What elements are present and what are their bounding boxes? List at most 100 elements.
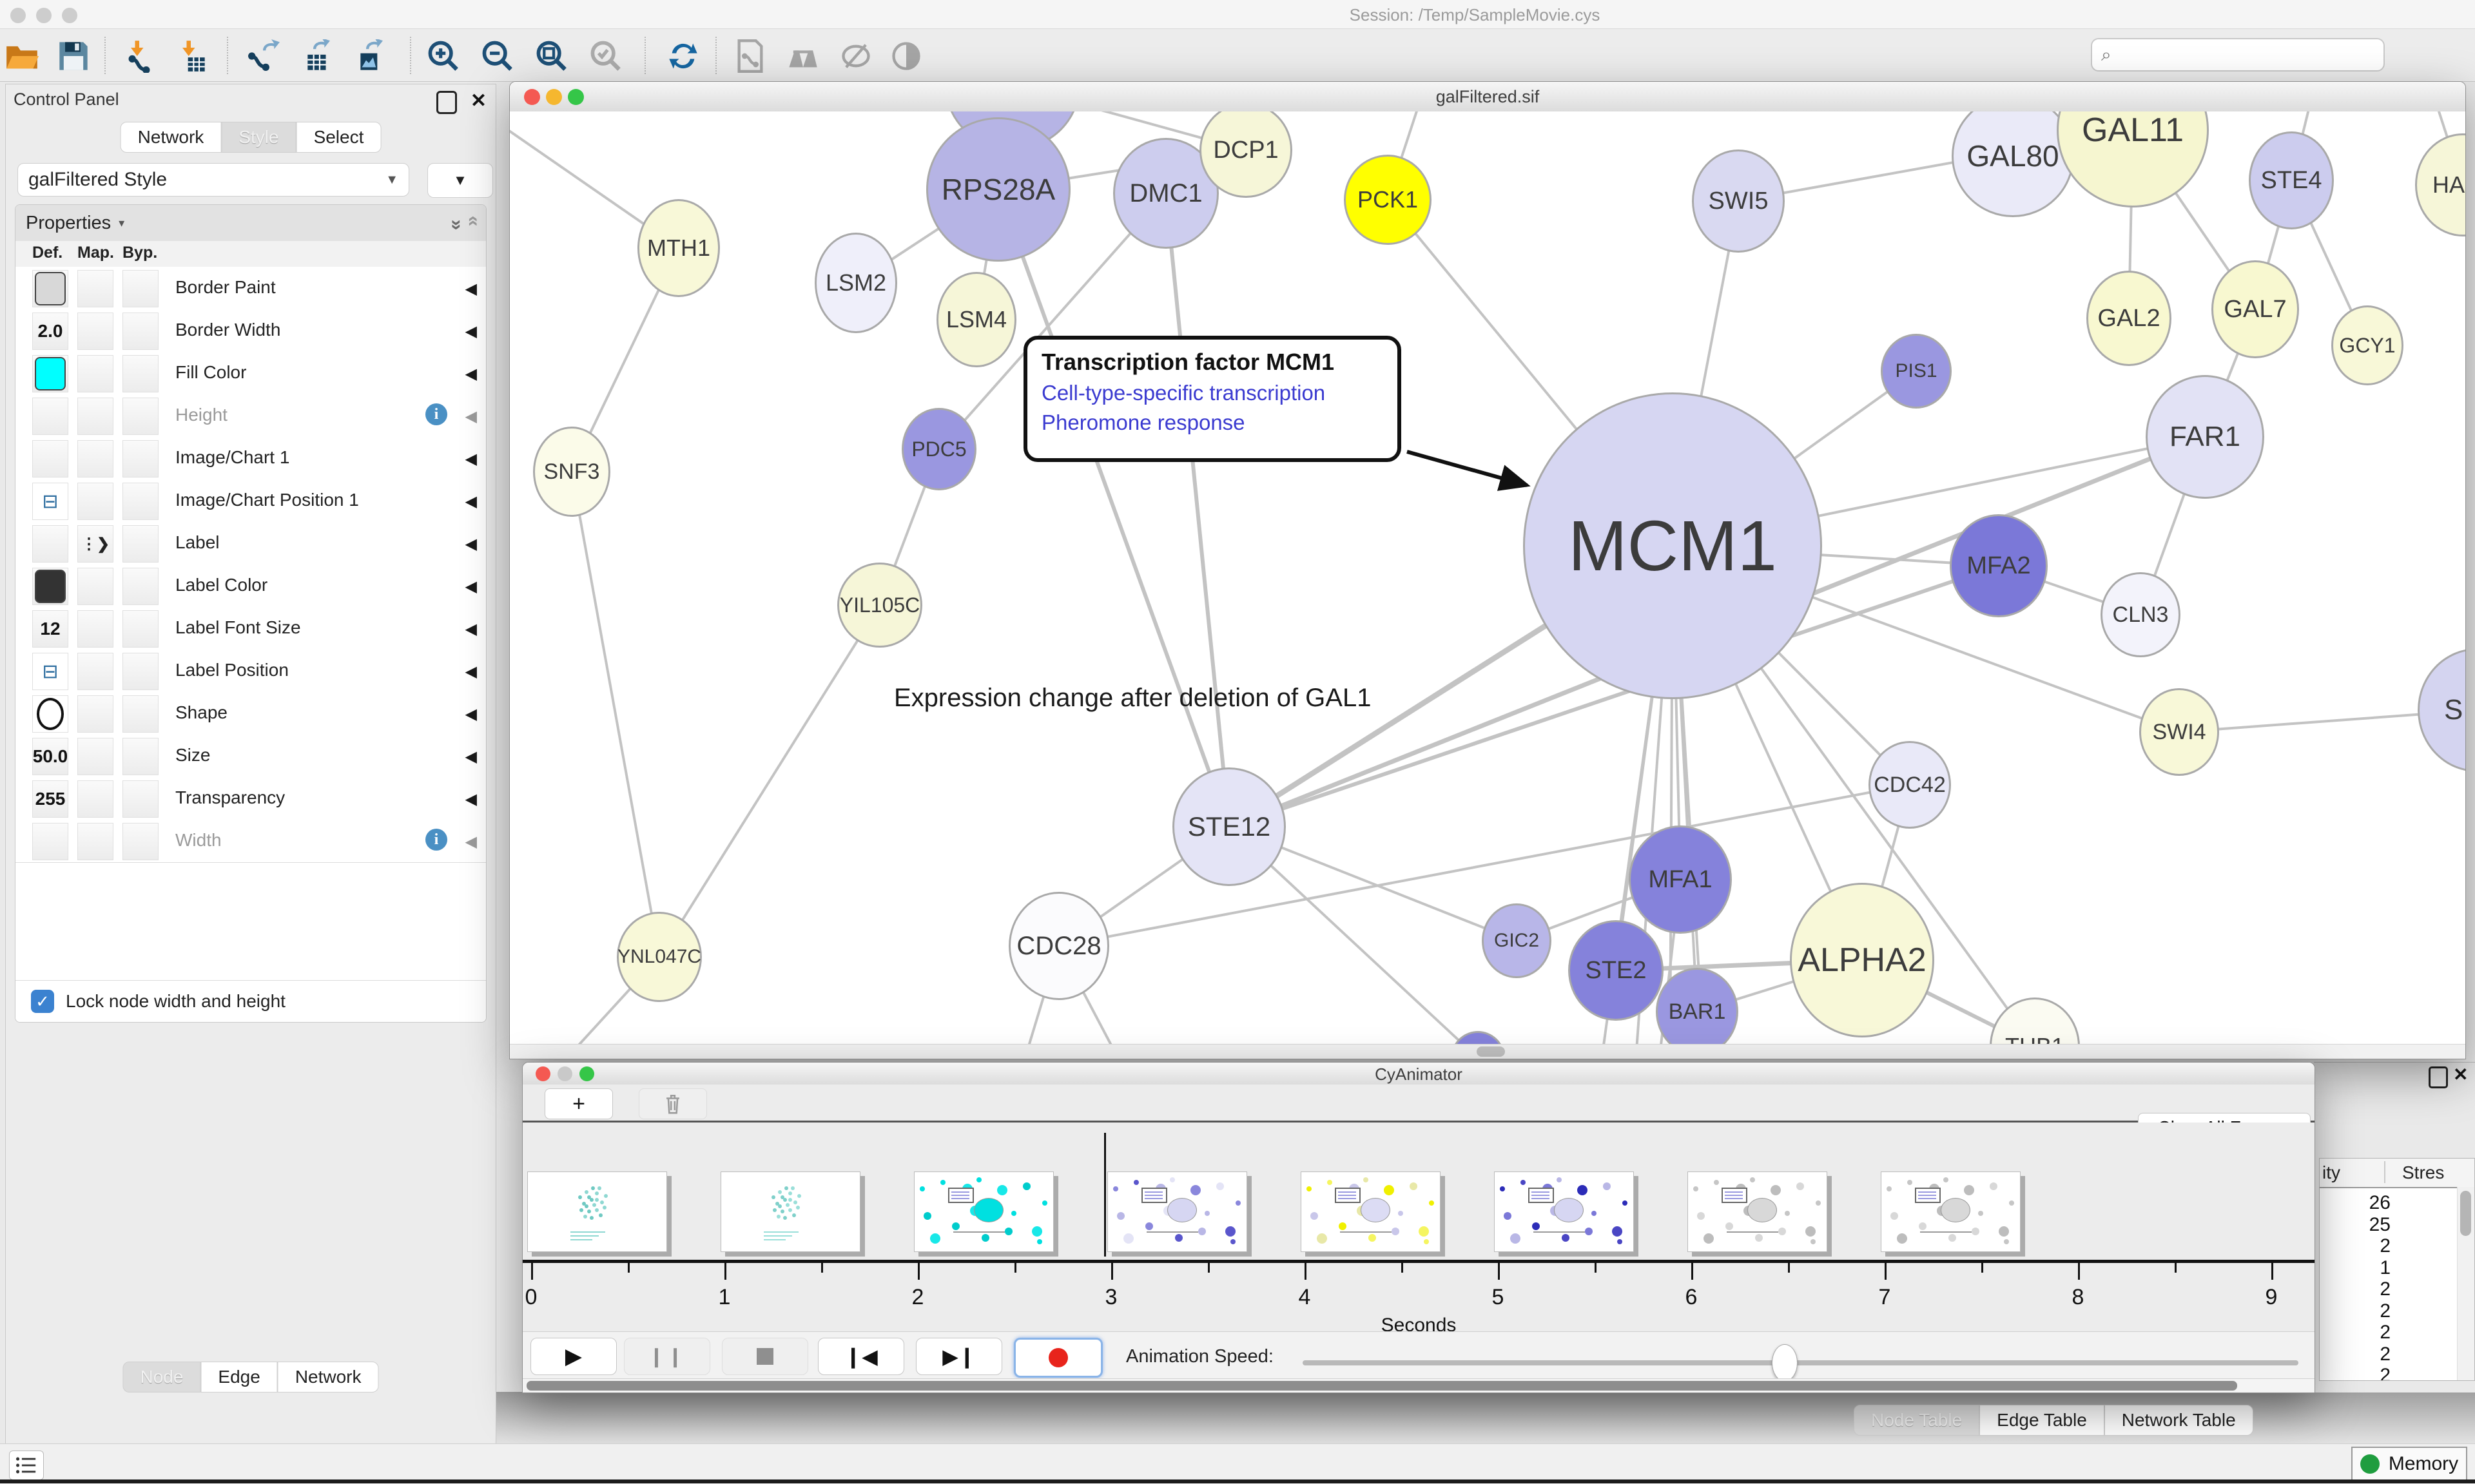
property-row-label-color[interactable]: Label Color ◀ [15,564,486,608]
expand-property-icon[interactable]: ◀ [465,323,477,340]
zoom-in-icon[interactable] [425,38,461,74]
zoom-out-icon[interactable] [480,38,516,74]
expand-property-icon[interactable]: ◀ [465,493,477,510]
property-cell[interactable]: 50.0 [32,738,68,775]
property-row-image-chart-1[interactable]: Image/Chart 1 ◀ [15,437,486,480]
property-cell[interactable]: ⊟ [32,653,68,690]
property-cell[interactable] [122,780,159,818]
network-horizontal-scrollbar[interactable] [510,1044,2465,1059]
property-cell[interactable] [77,398,113,435]
property-cell[interactable] [32,355,68,392]
property-cell[interactable] [32,398,68,435]
property-cell[interactable] [77,610,113,648]
property-cell[interactable] [77,738,113,775]
network-node-ste12[interactable]: STE12 [1172,767,1286,886]
table-row[interactable]: 25 [2369,1213,2391,1235]
stop-button[interactable] [722,1338,808,1375]
annotation-link[interactable]: Pheromone response [1042,410,1245,434]
tab-select[interactable]: Select [296,122,382,153]
minimize-icon[interactable] [546,89,562,105]
timeline-frame-2[interactable] [914,1171,1054,1252]
search-field[interactable]: ⌕ [2091,38,2385,72]
table-column-header[interactable]: ity [2322,1162,2340,1182]
open-session-icon[interactable] [4,38,40,74]
property-row-transparency[interactable]: 255 Transparency ◀ [15,777,486,820]
close-icon[interactable] [536,1066,550,1081]
network-node-lsm2[interactable]: LSM2 [815,233,897,333]
table-row[interactable]: 2 [2380,1278,2391,1300]
timeline-frame-6[interactable] [1687,1171,1827,1252]
annotation-link[interactable]: Cell-type-specific transcription [1042,381,1326,405]
network-node-ynl047c[interactable]: YNL047C [617,912,702,1002]
property-cell[interactable] [122,398,159,435]
network-node-swi5[interactable]: SWI5 [1692,149,1785,253]
property-cell[interactable] [122,270,159,307]
property-row-label-font-size[interactable]: 12 Label Font Size ◀ [15,607,486,650]
pause-button[interactable]: ❙❙ [624,1338,710,1375]
zoom-window-icon[interactable] [62,8,77,23]
network-file-icon[interactable] [732,38,768,74]
network-node-far1[interactable]: FAR1 [2146,375,2264,499]
property-cell[interactable] [122,313,159,350]
table-row[interactable]: 2 [2380,1322,2391,1343]
property-cell[interactable] [122,738,159,775]
minimize-window-icon[interactable] [36,8,52,23]
timeline-frame-1[interactable] [721,1171,860,1252]
close-icon[interactable] [524,89,540,105]
property-cell[interactable] [32,440,68,477]
property-row-size[interactable]: 50.0 Size ◀ [15,735,486,778]
float-panel-icon[interactable] [2429,1066,2448,1088]
property-cell[interactable] [122,525,159,563]
export-table-icon[interactable] [295,38,331,74]
property-row-label[interactable]: ⋮❯ Label ◀ [15,522,486,565]
table-row[interactable]: 2 [2380,1365,2391,1381]
collapse-all-icon[interactable]: » [461,219,483,227]
table-row[interactable]: 1 [2380,1257,2391,1278]
property-cell[interactable]: 12 [32,610,68,648]
property-cell[interactable] [32,568,68,605]
property-cell[interactable] [32,695,68,733]
developer-panel-button[interactable] [9,1450,44,1480]
network-node-pdc5[interactable]: PDC5 [902,408,976,490]
info-icon[interactable]: i [425,403,447,425]
tab-network[interactable]: Network [120,122,222,153]
animation-speed-slider-thumb[interactable] [1772,1344,1798,1382]
tab-edge[interactable]: Edge [200,1362,278,1392]
property-row-width[interactable]: Width i ◀ [15,820,486,863]
zoom-selected-icon[interactable] [588,38,624,74]
property-cell[interactable] [32,525,68,563]
property-cell[interactable] [122,440,159,477]
timeline-playhead[interactable] [1104,1133,1106,1257]
network-node-pis1[interactable]: PIS1 [1881,334,1952,409]
property-cell[interactable] [77,313,113,350]
expand-property-icon[interactable]: ◀ [465,663,477,680]
lock-checkbox[interactable]: ✓ [31,990,54,1013]
add-frame-button[interactable]: + [545,1088,613,1119]
import-table-icon[interactable] [173,38,209,74]
style-selector[interactable]: galFiltered Style ▼ [17,163,409,197]
network-node-gal7[interactable]: GAL7 [2211,260,2299,358]
property-cell[interactable]: 2.0 [32,313,68,350]
property-cell[interactable]: ⋮❯ [77,525,113,563]
annotation-box[interactable]: Transcription factor MCM1 Cell-type-spec… [1024,336,1401,462]
float-panel-icon[interactable] [436,91,457,114]
property-cell[interactable]: ⊟ [32,483,68,520]
property-row-height[interactable]: Height i ◀ [15,394,486,438]
export-network-icon[interactable] [245,38,281,74]
network-node-bar1[interactable]: BAR1 [1656,968,1738,1055]
property-row-label-position[interactable]: ⊟ Label Position ◀ [15,650,486,693]
property-cell[interactable] [32,270,68,307]
network-node-gcy1[interactable]: GCY1 [2331,305,2403,385]
info-icon[interactable]: i [425,829,447,851]
tab-network[interactable]: Network [277,1362,379,1392]
network-node-ste4[interactable]: STE4 [2249,131,2334,229]
network-node-cdc42[interactable]: CDC42 [1868,741,1951,829]
table-row[interactable]: 2 [2380,1235,2391,1257]
skip-to-end-button[interactable]: ▶❙ [916,1338,1002,1375]
tab-node[interactable]: Node [122,1362,201,1392]
table-column-header[interactable]: Stres [2402,1162,2445,1182]
close-panel-icon[interactable]: ✕ [2453,1065,2469,1084]
network-node-gal2[interactable]: GAL2 [2086,271,2171,366]
memory-button[interactable]: Memory [2351,1447,2467,1481]
timeline-frame-0[interactable] [527,1171,667,1252]
